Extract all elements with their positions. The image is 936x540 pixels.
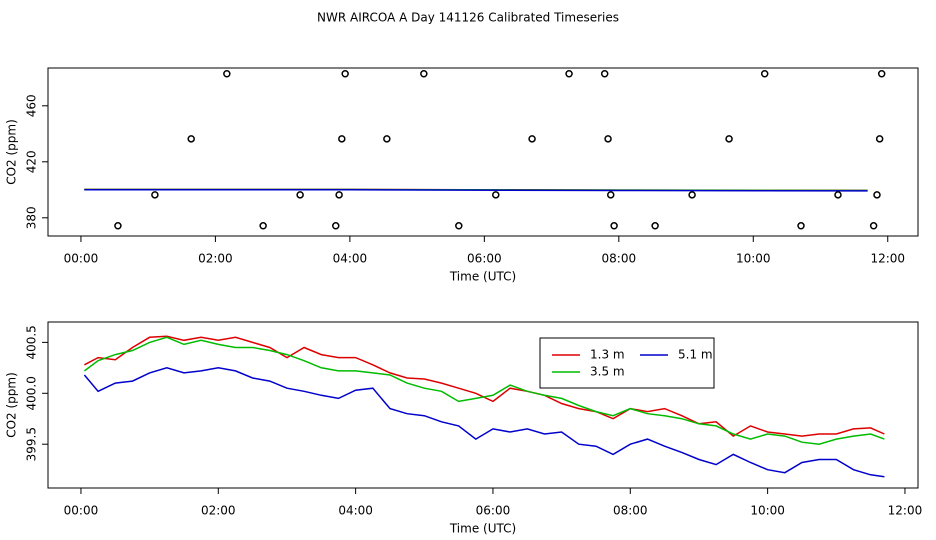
figure-title: NWR AIRCOA A Day 141126 Calibrated Times… bbox=[317, 11, 619, 25]
point bbox=[873, 191, 881, 199]
x-tick-label: 02:00 bbox=[198, 252, 233, 266]
point bbox=[869, 222, 878, 230]
x-tick-label: 10:00 bbox=[750, 504, 785, 518]
legend-label: 3.5 m bbox=[590, 365, 625, 379]
point bbox=[834, 191, 842, 199]
point bbox=[335, 191, 343, 199]
legend-label: 5.1 m bbox=[678, 348, 713, 362]
x-axis-label: Time (UTC) bbox=[449, 270, 516, 284]
x-tick-label: 00:00 bbox=[64, 504, 99, 518]
point bbox=[455, 222, 463, 230]
point bbox=[797, 222, 805, 230]
point bbox=[606, 191, 615, 199]
point bbox=[492, 191, 500, 199]
point bbox=[114, 222, 122, 230]
x-tick-label: 04:00 bbox=[338, 504, 373, 518]
point bbox=[528, 135, 536, 143]
series-line bbox=[84, 335, 885, 438]
x-tick-label: 00:00 bbox=[64, 252, 99, 266]
x-tick-label: 12:00 bbox=[888, 504, 923, 518]
series-line bbox=[83, 367, 885, 478]
y-tick-label: 400.0 bbox=[25, 376, 39, 410]
series-line bbox=[84, 188, 868, 192]
y-tick-label: 380 bbox=[25, 206, 39, 229]
point bbox=[760, 69, 769, 78]
x-axis-label: Time (UTC) bbox=[449, 522, 516, 536]
point bbox=[296, 191, 304, 199]
point bbox=[604, 135, 612, 143]
y-axis-label: CO2 (ppm) bbox=[5, 372, 19, 438]
point bbox=[651, 222, 659, 230]
point bbox=[688, 191, 696, 199]
legend-label: 1.3 m bbox=[590, 348, 625, 362]
point bbox=[725, 135, 733, 143]
point bbox=[223, 69, 231, 78]
x-tick-label: 02:00 bbox=[201, 504, 236, 518]
point bbox=[259, 222, 267, 230]
point bbox=[332, 222, 340, 230]
point bbox=[151, 191, 159, 199]
point bbox=[341, 69, 349, 78]
point bbox=[600, 69, 609, 78]
plot-frame bbox=[47, 67, 919, 237]
x-tick-label: 04:00 bbox=[333, 252, 368, 266]
plot-frame bbox=[47, 321, 919, 489]
x-tick-label: 08:00 bbox=[602, 252, 637, 266]
y-tick-label: 420 bbox=[25, 150, 39, 173]
x-tick-label: 12:00 bbox=[870, 252, 905, 266]
y-axis-label: CO2 (ppm) bbox=[5, 119, 19, 185]
x-tick-label: 06:00 bbox=[467, 252, 502, 266]
point bbox=[565, 69, 573, 78]
x-tick-label: 06:00 bbox=[476, 504, 511, 518]
point bbox=[877, 69, 886, 78]
y-tick-label: 460 bbox=[25, 94, 39, 117]
x-tick-label: 08:00 bbox=[613, 504, 648, 518]
point bbox=[338, 135, 346, 143]
point bbox=[187, 135, 195, 143]
y-tick-label: 399.5 bbox=[25, 427, 39, 461]
y-tick-label: 400.5 bbox=[25, 325, 39, 359]
point bbox=[875, 135, 884, 143]
series-line bbox=[83, 336, 885, 445]
point bbox=[383, 135, 391, 143]
legend-box bbox=[539, 337, 715, 389]
x-tick-label: 10:00 bbox=[736, 252, 771, 266]
point bbox=[420, 69, 428, 78]
point bbox=[610, 222, 618, 230]
